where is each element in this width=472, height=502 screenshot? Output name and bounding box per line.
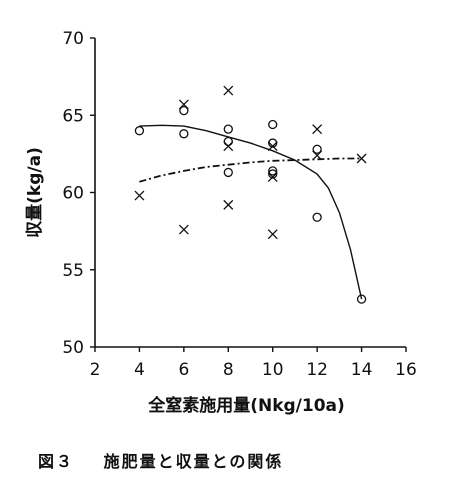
circle-data-point [134, 126, 145, 136]
y-tick-label: 60 [62, 184, 84, 204]
circle-data-point [268, 166, 278, 176]
cross-data-point [267, 229, 278, 240]
x-tick-label: 14 [351, 360, 373, 380]
trend-lines [139, 124, 363, 300]
axes [90, 37, 407, 352]
cross-data-point [267, 141, 278, 152]
circle-data-point [223, 136, 233, 147]
cross-series-trend-line [139, 157, 362, 183]
x-tick-label: 6 [178, 360, 189, 380]
y-tick-label: 70 [62, 29, 84, 49]
x-tick-label: 10 [262, 360, 284, 380]
cross-data-point [223, 85, 234, 96]
circle-data-point [179, 105, 189, 116]
x-axis-title: 全窒素施用量(Nkg/10a) [147, 395, 345, 416]
y-axis-title: 収量(kg/a) [24, 147, 45, 238]
cross-data-point [178, 99, 189, 110]
cross-data-point [223, 199, 234, 210]
cross-data-point [312, 124, 323, 135]
cross-data-point [134, 190, 145, 201]
x-tick-label: 16 [395, 360, 417, 380]
y-tick-label: 55 [62, 261, 84, 281]
x-tick-label: 2 [90, 360, 101, 380]
figure-caption: 図３ 施肥量と収量との関係 [38, 448, 283, 472]
cross-data-point [178, 224, 189, 235]
y-tick-label: 65 [62, 106, 84, 126]
x-tick-label: 12 [306, 360, 328, 380]
scatter-chart: 2 4 6 8 10 12 14 16 50 55 60 65 70 全窒素施用量(Nkg/10a) 収量(… [24, 29, 417, 416]
circle-data-point [312, 212, 322, 222]
caption-label: 図３ [38, 452, 75, 471]
cross-data-point [356, 153, 367, 164]
circle-data-point [223, 124, 233, 134]
x-tick-label: 8 [223, 360, 234, 380]
circle-data-point [312, 144, 322, 154]
cross-data-point [267, 172, 278, 183]
circle-data-point [356, 294, 367, 304]
circle-series-trend-line [139, 124, 363, 300]
data-points [134, 85, 367, 304]
cross-data-point [312, 150, 323, 161]
caption-text: 施肥量と収量との関係 [103, 452, 284, 471]
circle-data-point [268, 119, 278, 130]
axis-labels: 2 4 6 8 10 12 14 16 50 55 60 65 70 全窒素施用量(Nkg/10a) 収量(… [24, 29, 417, 416]
x-tick-label: 4 [134, 360, 145, 380]
circle-data-point [179, 129, 189, 139]
cross-data-point [223, 141, 234, 152]
y-tick-label: 50 [62, 338, 84, 358]
circle-data-point [223, 167, 233, 178]
